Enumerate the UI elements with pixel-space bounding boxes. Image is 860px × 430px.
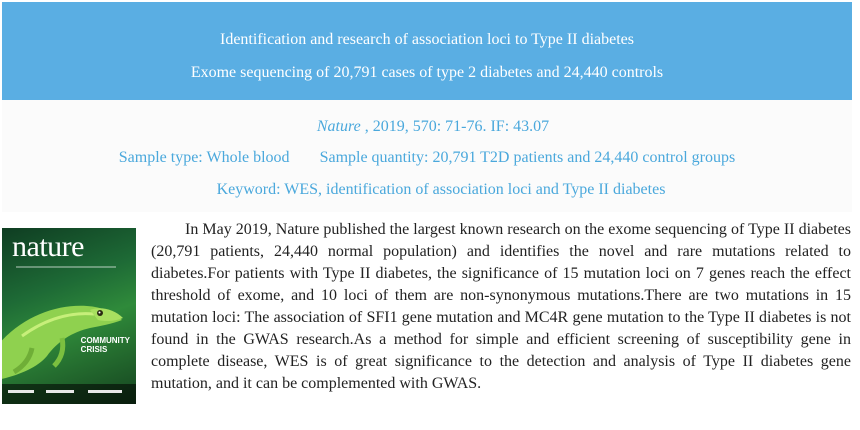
cover-headline: COMMUNITY CRISIS [80, 336, 130, 354]
sample-type: Sample type: Whole blood [118, 149, 290, 166]
banner-subtitle: Exome sequencing of 20,791 cases of type… [190, 64, 664, 81]
sample-line: Sample type: Whole blood Sample quantity:… [2, 148, 852, 168]
journal-name: Nature [316, 118, 361, 135]
summary-paragraph: In May 2019, Nature published the larges… [151, 221, 851, 392]
keyword-line: Keyword: WES, identification of associat… [216, 181, 666, 198]
study-info: Nature , 2019, 570: 71-76. IF: 43.07 Sam… [2, 100, 852, 212]
journal-cover-image: nature COMMUNITY CRISIS [2, 228, 136, 404]
citation-line: Nature , 2019, 570: 71-76. IF: 43.07 [14, 117, 852, 137]
banner-title: Identification and research of associati… [220, 31, 634, 48]
lizard-illustration [2, 305, 123, 379]
citation-details: , 2019, 570: 71-76. IF: 43.07 [360, 118, 550, 135]
cover-masthead: nature [12, 230, 84, 263]
title-banner: Identification and research of associati… [2, 2, 852, 100]
cover-footer-strip [2, 384, 136, 404]
sample-quantity: Sample quantity: 20,791 T2D patients and… [319, 149, 736, 166]
